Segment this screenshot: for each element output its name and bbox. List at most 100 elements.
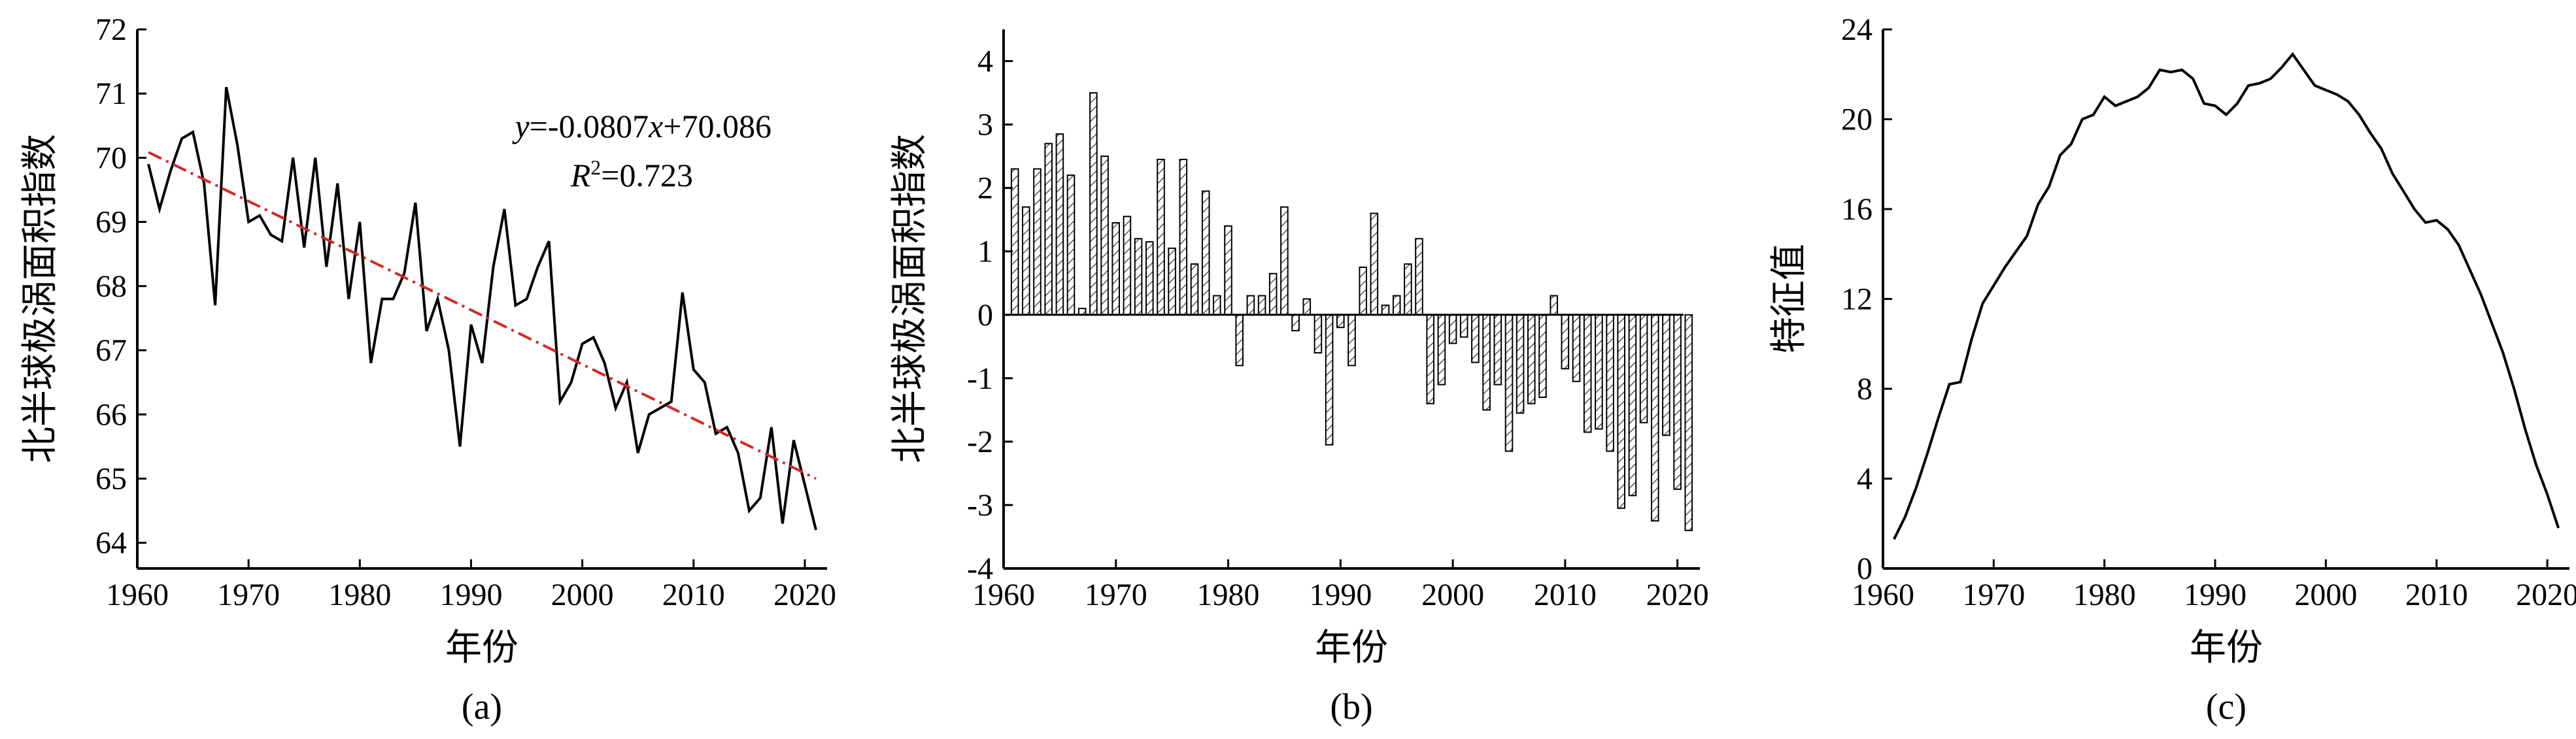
panel-c-label: (c)	[2206, 687, 2246, 727]
panel-a-ticks: 1960 1970 1980 1990 2000 2010 2020 64 65 66 67 68 69…	[95, 12, 836, 612]
panel-a-x-tick-label: 1960	[106, 578, 169, 612]
panel-a-x-tick-label: 1970	[217, 578, 280, 612]
panel-a-y-tick-label: 66	[95, 397, 127, 432]
panel-c-y-axis-title: 特征值	[1768, 244, 1810, 353]
panel-b-bar	[1561, 314, 1570, 370]
panel-b-y-axis-title: 北半球极涡面积指数	[889, 134, 931, 463]
panel-b-bar	[1111, 222, 1121, 316]
panel-b-bar	[1134, 238, 1143, 316]
panel-a-y-tick-label: 69	[95, 205, 127, 240]
panel-b-bar	[1583, 314, 1592, 433]
panel-a-y-tick-label: 65	[95, 462, 127, 497]
panel-a-equation: y=-0.0807x+70.086	[512, 108, 771, 144]
panel-b-label: (b)	[1330, 687, 1372, 727]
panel-b-bar	[1313, 314, 1323, 353]
panel-b-y-tick-label: 0	[977, 298, 993, 333]
panel-b-bar	[1437, 314, 1446, 386]
panel-c-marks	[1893, 52, 2560, 540]
panel-a-y-tick-label: 64	[95, 526, 127, 561]
panel-b-bar	[1246, 295, 1255, 316]
panel-a-marks	[147, 87, 817, 531]
panel-c-y-tick-label: 8	[1857, 372, 1873, 406]
panel-b-bar	[1482, 314, 1491, 411]
panel-b-y-tick-label: 3	[977, 108, 993, 142]
panel-b-y-tick-label: 4	[977, 44, 993, 79]
panel-b-ticks: 1960 1970 1980 1990 2000 2010 2020 -4 -3 -2 -1 0 1 2 3…	[967, 44, 1709, 612]
panel-b-y-tick-label: -2	[967, 425, 993, 459]
panel-b-bar	[1235, 314, 1244, 367]
panel-b-bar	[1662, 314, 1670, 436]
panel-b-bar	[1606, 314, 1614, 452]
panel-b-x-tick-label: 1970	[1085, 578, 1147, 612]
panel-c-x-tick-label: 1970	[1962, 578, 2025, 612]
panel-b-bar	[1595, 314, 1603, 430]
panel-b-bar	[1628, 314, 1637, 497]
panel-b-bar	[1224, 225, 1232, 316]
panel-a-label: (a)	[462, 687, 502, 727]
panel-c-x-tick-label: 1990	[2184, 578, 2246, 612]
panel-b-bar	[1538, 314, 1547, 398]
panel-b-bar	[1100, 156, 1109, 316]
panel-a-y-tick-label: 70	[95, 140, 127, 175]
panel-b-bar	[1415, 238, 1423, 316]
panel-b-bar	[1066, 174, 1076, 316]
panel-c-series-line	[1893, 52, 2560, 540]
panel-a-x-tick-label: 2020	[773, 578, 836, 612]
panel-b-bar	[1022, 206, 1030, 316]
panel-b-bar	[1617, 314, 1625, 509]
panel-a: 1960 1970 1980 1990 2000 2010 2020 64 65 66 67 68 69…	[19, 12, 836, 727]
panel-b-x-axis-title: 年份	[1315, 627, 1388, 669]
panel-b-bar	[1055, 133, 1064, 316]
panel-b-x-tick-label: 1990	[1309, 578, 1372, 612]
panel-a-x-axis-title: 年份	[445, 627, 518, 669]
panel-b-bar	[1257, 295, 1266, 316]
panel-b-bar	[1459, 314, 1468, 338]
panel-a-y-tick-label: 68	[95, 269, 127, 304]
panel-b-bar	[1426, 314, 1434, 404]
panel-b-y-tick-label: 2	[977, 171, 993, 206]
panel-b-x-tick-label: 2010	[1534, 578, 1597, 612]
panel-a-series-line	[147, 87, 817, 531]
panel-b-bar	[1370, 212, 1379, 316]
panel-b-bar	[1336, 314, 1345, 329]
panel-b-bar	[1471, 314, 1480, 363]
panel-a-r-squared: R2=0.723	[570, 156, 693, 193]
panel-b-bar	[1190, 263, 1199, 316]
panel-b-bar	[1157, 159, 1165, 316]
panel-c-x-axis-title: 年份	[2190, 627, 2263, 669]
panel-b: 1960 1970 1980 1990 2000 2010 2020 -4 -3 -2 -1 0 1 2 3…	[889, 29, 1709, 727]
panel-b-y-tick-label: 1	[977, 235, 993, 269]
panel-a-y-tick-label: 72	[95, 12, 127, 47]
panel-b-bar	[1448, 314, 1457, 344]
panel-b-bar	[1325, 314, 1334, 446]
panel-b-y-tick-label: -1	[967, 361, 993, 396]
panel-b-bar	[1010, 168, 1019, 316]
panel-c-y-tick-label: 20	[1841, 103, 1873, 137]
panel-c: 1960 1970 1980 1990 2000 2010 202004812162024 …	[1768, 12, 2576, 727]
panel-c-x-tick-label: 2010	[2405, 578, 2468, 612]
panel-b-bar	[1381, 304, 1390, 316]
panel-c-y-tick-label: 0	[1857, 551, 1873, 586]
panel-c-y-tick-label: 16	[1841, 192, 1873, 227]
panel-b-bar	[1516, 314, 1525, 414]
panel-c-y-tick-label: 4	[1857, 462, 1873, 497]
panel-b-bar	[1550, 295, 1558, 316]
panel-b-bar	[1291, 314, 1300, 332]
panel-a-x-tick-label: 1990	[439, 578, 502, 612]
panel-b-bar	[1145, 241, 1154, 316]
panel-c-ticks: 1960 1970 1980 1990 2000 2010 2020 0 4 8 12 16 20 24	[1841, 12, 2576, 612]
panel-c-x-tick-label: 2000	[2294, 578, 2357, 612]
panel-b-bar	[1527, 314, 1536, 404]
panel-b-y-tick-label: -4	[967, 551, 993, 586]
panel-a-y-axis-title: 北半球极涡面积指数	[19, 134, 61, 463]
panel-b-bar	[1168, 247, 1176, 316]
panel-a-x-tick-label: 1980	[328, 578, 391, 612]
panel-b-bar	[1684, 314, 1693, 531]
panel-b-bar	[1213, 295, 1221, 316]
panel-a-y-tick-label: 71	[95, 76, 127, 111]
panel-b-x-tick-label: 2000	[1421, 578, 1484, 612]
panel-b-bar	[1651, 314, 1659, 522]
panel-b-bar	[1179, 159, 1188, 316]
panel-b-bar	[1280, 206, 1289, 316]
